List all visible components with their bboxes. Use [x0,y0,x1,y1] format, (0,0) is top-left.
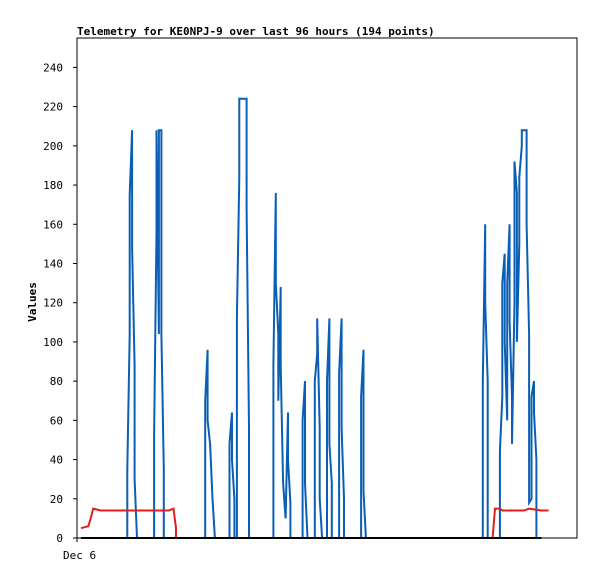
y-tick-label: 220 [43,101,63,114]
y-tick-label: 0 [56,532,63,545]
x-axis: Dec 6 [63,538,96,562]
y-tick-label: 160 [43,218,63,231]
x-tick-label: Dec 6 [63,549,96,562]
y-axis: 0 20 40 60 80 100 120 140 160 180 200 220 240 [43,61,77,545]
y-tick-label: 140 [43,257,63,270]
y-tick-label: 120 [43,297,63,310]
series-line-1 [81,97,542,539]
y-tick-label: 100 [43,336,63,349]
y-axis-label: Values [26,282,39,322]
series-layer [80,97,549,539]
y-tick-label: 80 [50,375,63,388]
y-tick-label: 40 [50,454,63,467]
y-tick-label: 200 [43,140,63,153]
chart-title: Telemetry for KE0NPJ-9 over last 96 hour… [77,25,435,38]
y-tick-label: 180 [43,179,63,192]
y-tick-label: 240 [43,61,63,74]
y-tick-label: 60 [50,414,63,427]
series-line-2 [80,507,549,539]
y-tick-label: 20 [50,493,63,506]
